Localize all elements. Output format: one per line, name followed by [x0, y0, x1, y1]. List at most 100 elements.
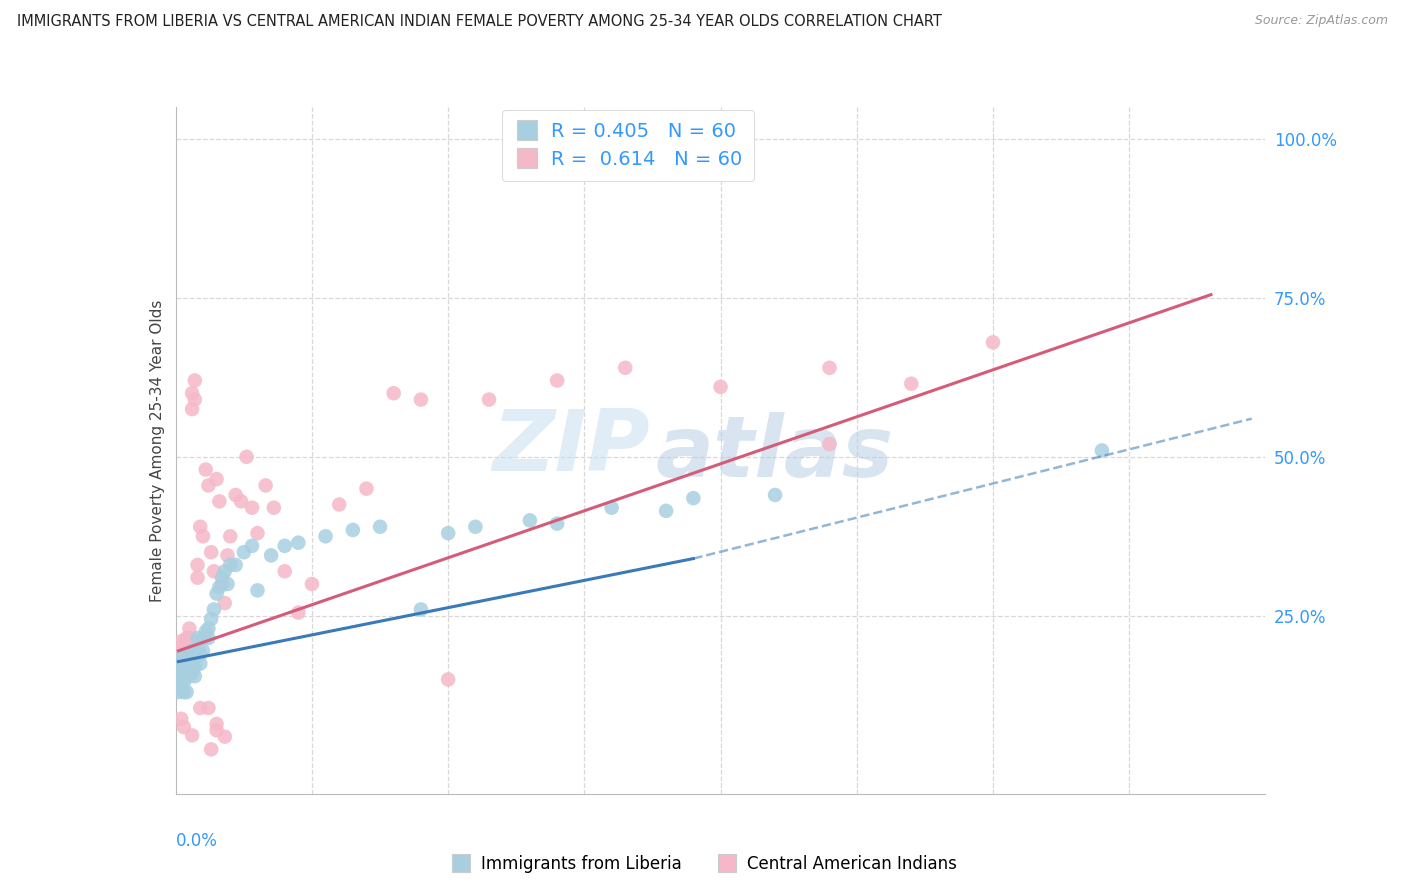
Point: [900, 376, 922, 391]
Point: [179, 669, 201, 683]
Point: [184, 669, 207, 683]
Point: [197, 478, 219, 492]
Point: [301, 577, 323, 591]
Point: [315, 529, 337, 543]
Point: [191, 644, 214, 658]
Point: [173, 675, 195, 690]
Point: [181, 657, 204, 671]
Point: [208, 580, 231, 594]
Point: [197, 631, 219, 645]
Point: [181, 728, 204, 742]
Y-axis label: Female Poverty Among 25-34 Year Olds: Female Poverty Among 25-34 Year Olds: [149, 300, 165, 601]
Point: [655, 504, 678, 518]
Legend: Immigrants from Liberia, Central American Indians: Immigrants from Liberia, Central America…: [443, 848, 963, 880]
Point: [186, 558, 209, 572]
Point: [170, 712, 193, 726]
Point: [167, 669, 190, 683]
Point: [409, 602, 432, 616]
Point: [186, 571, 209, 585]
Point: [818, 437, 841, 451]
Point: [710, 380, 733, 394]
Point: [211, 571, 233, 585]
Point: [197, 701, 219, 715]
Point: [191, 529, 214, 543]
Point: [246, 583, 269, 598]
Point: [478, 392, 501, 407]
Point: [437, 526, 460, 541]
Point: [287, 535, 309, 549]
Point: [181, 402, 204, 417]
Point: [170, 634, 193, 648]
Point: [409, 392, 432, 407]
Point: [173, 685, 195, 699]
Point: [200, 545, 222, 559]
Point: [254, 478, 277, 492]
Point: [437, 673, 460, 687]
Point: [382, 386, 405, 401]
Text: ZIP: ZIP: [492, 406, 650, 489]
Point: [179, 647, 201, 661]
Point: [202, 564, 225, 578]
Point: [240, 500, 263, 515]
Point: [219, 558, 242, 572]
Text: IMMIGRANTS FROM LIBERIA VS CENTRAL AMERICAN INDIAN FEMALE POVERTY AMONG 25-34 YE: IMMIGRANTS FROM LIBERIA VS CENTRAL AMERI…: [17, 14, 942, 29]
Point: [170, 648, 193, 663]
Point: [176, 644, 198, 658]
Point: [202, 602, 225, 616]
Point: [188, 520, 211, 534]
Point: [205, 717, 228, 731]
Point: [217, 549, 239, 563]
Point: [184, 659, 207, 673]
Point: [179, 622, 201, 636]
Point: [181, 386, 204, 401]
Point: [1091, 443, 1114, 458]
Point: [342, 523, 364, 537]
Point: [176, 657, 198, 671]
Point: [208, 494, 231, 508]
Point: [176, 685, 198, 699]
Point: [274, 564, 297, 578]
Point: [200, 742, 222, 756]
Point: [167, 644, 190, 658]
Point: [167, 655, 190, 669]
Legend: R = 0.405   N = 60, R =  0.614   N = 60: R = 0.405 N = 60, R = 0.614 N = 60: [502, 110, 754, 181]
Point: [225, 488, 247, 502]
Point: [217, 577, 239, 591]
Point: [197, 622, 219, 636]
Point: [173, 657, 195, 671]
Point: [176, 666, 198, 681]
Point: [763, 488, 786, 502]
Point: [263, 500, 285, 515]
Point: [173, 720, 195, 734]
Point: [981, 335, 1004, 350]
Text: Source: ZipAtlas.com: Source: ZipAtlas.com: [1254, 14, 1388, 28]
Point: [188, 701, 211, 715]
Point: [235, 450, 257, 464]
Point: [231, 494, 253, 508]
Point: [214, 596, 236, 610]
Point: [368, 520, 391, 534]
Point: [184, 374, 207, 388]
Point: [186, 631, 209, 645]
Point: [181, 644, 204, 658]
Point: [205, 472, 228, 486]
Point: [214, 564, 236, 578]
Point: [287, 606, 309, 620]
Text: atlas: atlas: [655, 412, 893, 495]
Point: [167, 657, 190, 671]
Point: [600, 500, 623, 515]
Point: [240, 539, 263, 553]
Point: [170, 669, 193, 683]
Point: [232, 545, 254, 559]
Point: [519, 513, 541, 527]
Point: [173, 648, 195, 663]
Point: [328, 498, 350, 512]
Point: [188, 647, 211, 661]
Point: [205, 723, 228, 738]
Point: [184, 650, 207, 665]
Point: [356, 482, 378, 496]
Point: [205, 586, 228, 600]
Point: [246, 526, 269, 541]
Point: [614, 360, 637, 375]
Point: [464, 520, 486, 534]
